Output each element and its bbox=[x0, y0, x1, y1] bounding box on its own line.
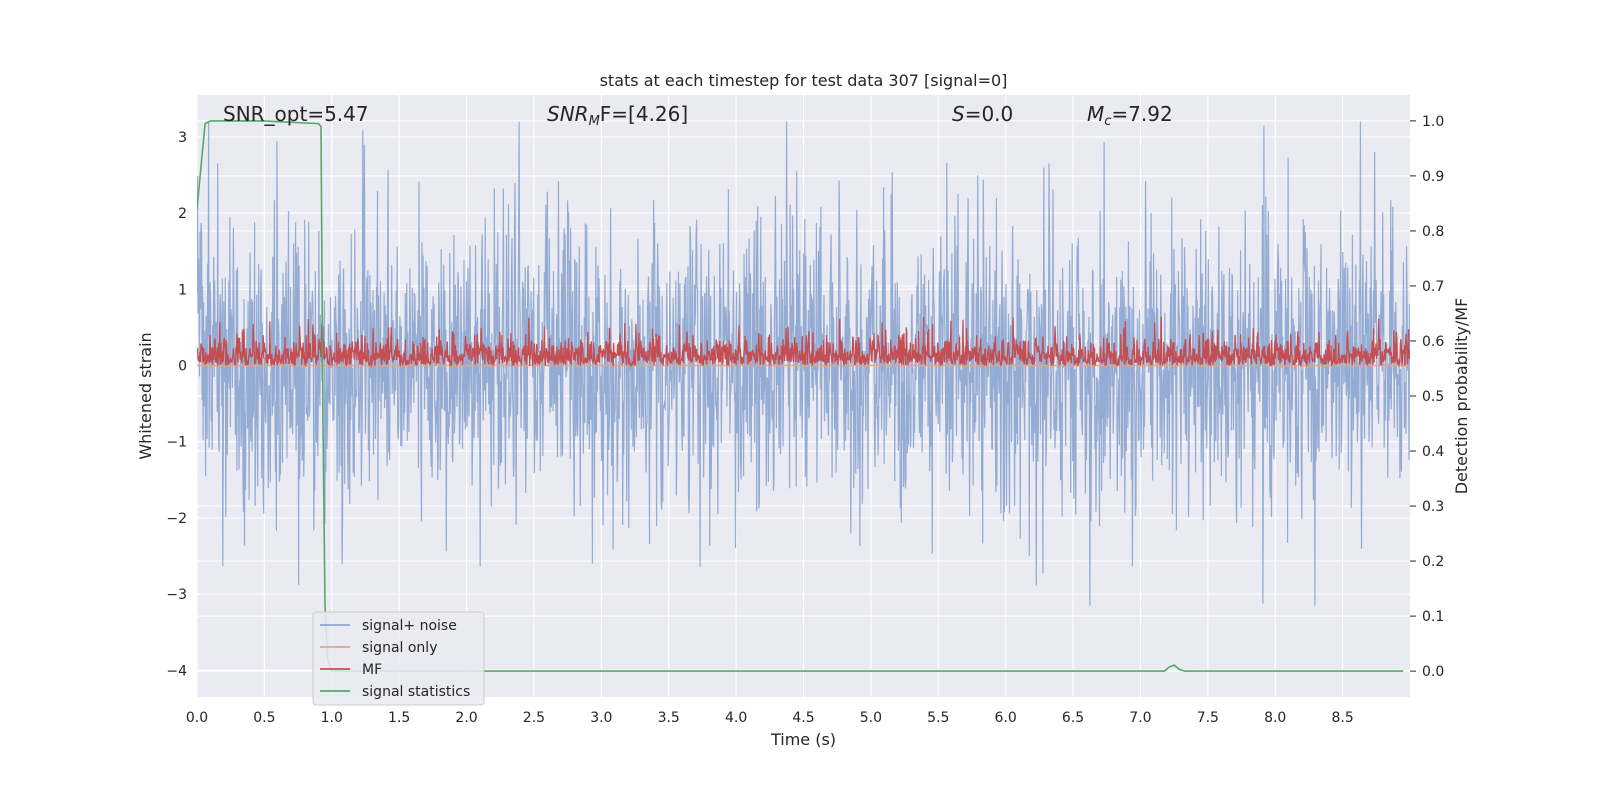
y-tick-label: −3 bbox=[166, 587, 187, 603]
x-tick-label: 5.0 bbox=[860, 710, 882, 726]
y2-tick-label: 0.7 bbox=[1422, 279, 1444, 295]
y2-tick-label: 0.8 bbox=[1422, 224, 1444, 240]
y-tick-label: 0 bbox=[178, 359, 187, 375]
x-tick-label: 3.5 bbox=[658, 710, 680, 726]
y2-tick-label: 0.0 bbox=[1422, 664, 1444, 680]
legend-label: signal statistics bbox=[362, 684, 470, 700]
annotation-mc-value: =7.92 bbox=[1111, 102, 1172, 126]
x-tick-label: 6.0 bbox=[995, 710, 1017, 726]
x-axis-label: Time (s) bbox=[770, 730, 836, 749]
x-tick-label: 1.0 bbox=[321, 710, 343, 726]
annotation-snr-opt: SNR_opt=5.47 bbox=[223, 102, 369, 126]
x-tick-label: 5.5 bbox=[927, 710, 949, 726]
y-tick-label: −2 bbox=[166, 511, 187, 527]
annotation-s-label: S bbox=[952, 102, 965, 126]
annotation-s: S=0.0 bbox=[952, 102, 1013, 126]
x-tick-label: 7.0 bbox=[1129, 710, 1151, 726]
x-tick-label: 2.5 bbox=[523, 710, 545, 726]
y-axis-left: 3 2 1 0 −1 −2 −3 −4 bbox=[166, 130, 187, 679]
x-tick-label: 0.5 bbox=[253, 710, 275, 726]
y2-tick-label: 0.6 bbox=[1422, 334, 1444, 350]
x-tick-label: 6.5 bbox=[1062, 710, 1084, 726]
x-tick-label: 4.0 bbox=[725, 710, 747, 726]
y-axis-label: Whitened strain bbox=[136, 332, 155, 459]
x-tick-label: 0.0 bbox=[186, 710, 208, 726]
y-tick-label: −1 bbox=[166, 435, 187, 451]
x-axis: 0.0 0.5 1.0 1.5 2.0 2.5 3.0 3.5 4.0 4.5 5.0 5.5 6.0 6… bbox=[186, 710, 1354, 726]
annotation-mc-base: M bbox=[1087, 102, 1104, 126]
annotation-snr-mf-rest: F=[4.26] bbox=[600, 102, 688, 126]
x-tick-label: 4.5 bbox=[792, 710, 814, 726]
annotation-mc-sub: c bbox=[1104, 114, 1111, 129]
annotation-snr-mf: SNRMF=[4.26] bbox=[547, 102, 688, 129]
chart-title: stats at each timestep for test data 307… bbox=[600, 71, 1008, 90]
x-tick-label: 8.0 bbox=[1264, 710, 1286, 726]
y2-tick-label: 0.3 bbox=[1422, 499, 1444, 515]
y-axis-right: 1.0 0.9 0.8 0.7 0.6 0.5 0.4 0.3 0.2 0.1 0.0 bbox=[1410, 114, 1444, 680]
x-tick-label: 3.0 bbox=[590, 710, 612, 726]
y-tick-label: 1 bbox=[178, 282, 187, 298]
annotation-snr-mf-sub: M bbox=[589, 114, 600, 129]
legend-label: MF bbox=[362, 662, 382, 678]
y2-tick-label: 0.4 bbox=[1422, 444, 1444, 460]
y2-tick-label: 0.5 bbox=[1422, 389, 1444, 405]
y-tick-label: 2 bbox=[178, 206, 187, 222]
y2-tick-label: 0.1 bbox=[1422, 609, 1444, 625]
y2-axis-label: Detection probability/MF bbox=[1452, 298, 1471, 495]
x-tick-label: 2.0 bbox=[455, 710, 477, 726]
x-tick-label: 8.5 bbox=[1331, 710, 1353, 726]
annotation-snr-mf-base: SNR bbox=[547, 102, 589, 126]
legend: signal+ noise signal only MF signal statist… bbox=[312, 611, 485, 706]
y2-tick-label: 1.0 bbox=[1422, 114, 1444, 130]
annotation-s-value: =0.0 bbox=[965, 102, 1014, 126]
x-tick-label: 1.5 bbox=[388, 710, 410, 726]
legend-label: signal only bbox=[362, 640, 437, 656]
legend-label: signal+ noise bbox=[362, 618, 457, 634]
y2-tick-label: 0.9 bbox=[1422, 169, 1444, 185]
annotation-mc: Mc=7.92 bbox=[1087, 102, 1173, 129]
y2-tick-label: 0.2 bbox=[1422, 554, 1444, 570]
y-tick-label: −4 bbox=[166, 663, 187, 679]
legend-box bbox=[312, 611, 485, 706]
y-tick-label: 3 bbox=[178, 130, 187, 146]
x-tick-label: 7.5 bbox=[1197, 710, 1219, 726]
series-mf-line bbox=[197, 316, 1410, 369]
